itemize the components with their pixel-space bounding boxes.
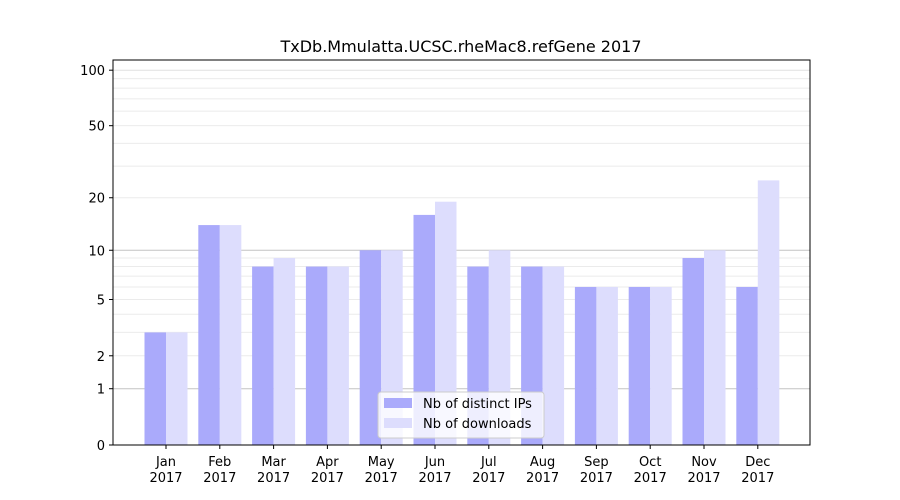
bar-distinct-ips xyxy=(198,225,220,445)
bar-distinct-ips xyxy=(413,214,435,445)
bar-downloads xyxy=(596,286,618,445)
y-tick-label: 2 xyxy=(97,350,105,365)
chart-title: TxDb.Mmulatta.UCSC.rheMac8.refGene 2017 xyxy=(279,37,641,56)
bar-downloads xyxy=(542,266,565,445)
x-tick-label: Nov 2017 xyxy=(687,455,720,486)
legend-swatch xyxy=(384,418,412,428)
y-tick-label: 10 xyxy=(88,244,105,259)
x-tick-label: Jul 2017 xyxy=(472,455,505,486)
x-tick-label: Feb 2017 xyxy=(203,455,236,486)
bar-distinct-ips xyxy=(682,258,704,445)
x-tick-label: Oct 2017 xyxy=(634,455,667,486)
bar-downloads xyxy=(219,225,242,445)
bar-downloads xyxy=(757,180,780,446)
bar-distinct-ips xyxy=(736,286,758,445)
x-tick-label: May 2017 xyxy=(365,455,398,486)
x-tick-label: Apr 2017 xyxy=(311,455,344,486)
x-tick-label: Jan 2017 xyxy=(149,455,182,486)
x-tick-label: Jun 2017 xyxy=(418,455,451,486)
plot-frame xyxy=(112,59,811,446)
x-tick-label: Aug 2017 xyxy=(526,455,559,486)
bar-distinct-ips xyxy=(574,286,597,445)
bar-downloads xyxy=(166,332,188,445)
bar-downloads xyxy=(327,266,349,445)
x-tick-label: Dec 2017 xyxy=(741,455,774,486)
bar-distinct-ips xyxy=(628,286,651,445)
bar-downloads xyxy=(273,258,296,445)
legend: Nb of distinct IPs Nb of downloads xyxy=(377,391,545,439)
legend-swatch xyxy=(384,398,412,408)
y-tick-label: 1 xyxy=(97,383,105,398)
x-tick-label: Mar 2017 xyxy=(257,455,290,486)
bar-downloads xyxy=(704,250,726,445)
x-tick-label: Sep 2017 xyxy=(580,455,613,486)
bar-distinct-ips xyxy=(305,266,328,445)
bar-downloads xyxy=(435,201,457,445)
bar-distinct-ips xyxy=(359,250,382,445)
bar-distinct-ips xyxy=(144,332,166,445)
bar-downloads xyxy=(650,286,672,445)
legend-label: Nb of distinct IPs xyxy=(423,397,532,412)
y-tick-label: 20 xyxy=(88,192,105,207)
legend-label: Nb of downloads xyxy=(423,417,532,432)
bar-distinct-ips xyxy=(252,266,274,445)
y-tick-label: 100 xyxy=(80,64,105,79)
legend-box xyxy=(377,391,545,439)
y-tick-label: 5 xyxy=(97,293,105,308)
y-tick-label: 50 xyxy=(88,120,105,135)
y-tick-label: 0 xyxy=(97,439,105,454)
